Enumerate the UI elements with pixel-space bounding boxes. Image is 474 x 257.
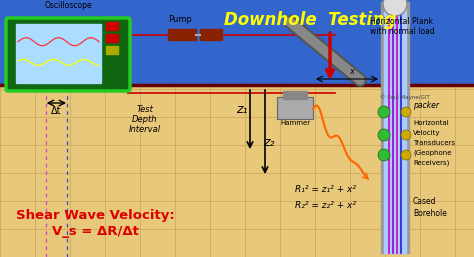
- Bar: [0, 0, 474, 85]
- Text: z₂: z₂: [263, 135, 275, 149]
- Bar: [106, 46, 118, 54]
- Bar: [200, 29, 222, 40]
- Text: Receivers): Receivers): [413, 160, 449, 166]
- Circle shape: [378, 149, 390, 161]
- Bar: [277, 97, 313, 119]
- Text: V_s = ΔR/Δt: V_s = ΔR/Δt: [52, 225, 138, 238]
- Bar: [0, 85, 474, 257]
- Text: z₁: z₁: [236, 103, 248, 116]
- Text: R₁² = z₁² + x²: R₁² = z₁² + x²: [295, 185, 356, 194]
- Circle shape: [401, 107, 411, 117]
- FancyBboxPatch shape: [6, 18, 130, 91]
- Circle shape: [378, 129, 390, 141]
- Text: packer: packer: [413, 100, 439, 109]
- Text: Downhole  Testing: Downhole Testing: [224, 11, 396, 29]
- Bar: [381, 2, 409, 253]
- Text: Horizontal: Horizontal: [413, 120, 449, 126]
- Text: Oscilloscope: Oscilloscope: [44, 2, 92, 11]
- Bar: [283, 91, 307, 99]
- Text: Cased: Cased: [413, 197, 437, 207]
- Bar: [168, 29, 196, 40]
- Circle shape: [383, 0, 407, 16]
- Text: Transducers: Transducers: [413, 140, 455, 146]
- Text: Test: Test: [137, 105, 154, 114]
- Circle shape: [401, 150, 411, 160]
- Text: (Geophone: (Geophone: [413, 150, 452, 156]
- Bar: [384, 2, 406, 253]
- Text: Pump: Pump: [168, 15, 192, 24]
- Bar: [106, 22, 118, 30]
- Bar: [16, 24, 101, 83]
- Text: © Paul Mayne/GIT: © Paul Mayne/GIT: [380, 94, 430, 100]
- Text: x: x: [349, 67, 355, 76]
- Bar: [106, 34, 118, 42]
- Text: R₂² = z₂² + x²: R₂² = z₂² + x²: [295, 200, 356, 209]
- Text: Velocity: Velocity: [413, 130, 440, 136]
- Text: Shear Wave Velocity:: Shear Wave Velocity:: [16, 208, 174, 222]
- Circle shape: [378, 106, 390, 118]
- Text: Interval: Interval: [129, 124, 161, 133]
- Text: Hammer: Hammer: [280, 120, 310, 126]
- Circle shape: [401, 130, 411, 140]
- Text: Borehole: Borehole: [413, 208, 447, 217]
- Text: Depth: Depth: [132, 115, 158, 124]
- Text: Horizontal Plank: Horizontal Plank: [370, 17, 433, 26]
- Text: Δt: Δt: [51, 106, 62, 116]
- Text: with normal load: with normal load: [370, 26, 435, 35]
